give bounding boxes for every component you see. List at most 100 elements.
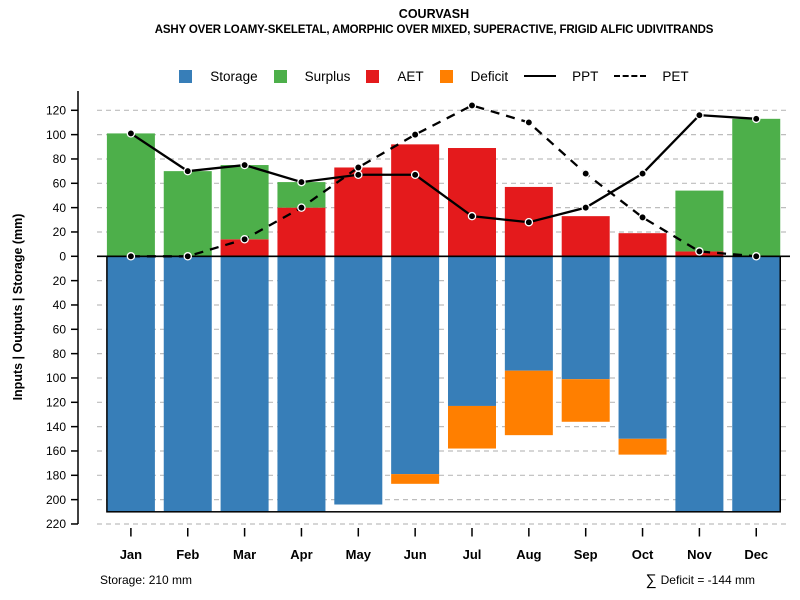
bar-surplus-feb: [163, 171, 212, 257]
y-tick-label: 0: [59, 250, 66, 264]
y-tick-label: 40: [53, 201, 67, 215]
ppt-point-sep: [581, 203, 590, 212]
pet-point-oct: [638, 213, 647, 222]
bar-surplus-mar: [220, 165, 269, 240]
y-tick-label: 220: [46, 517, 66, 531]
y-tick-label: 80: [53, 152, 67, 166]
bar-surplus-nov: [675, 190, 724, 252]
chart-subtitle: ASHY OVER LOAMY-SKELETAL, AMORPHIC OVER …: [154, 24, 714, 36]
bar-storage-jul: [448, 256, 496, 406]
bar-storage-feb: [163, 256, 212, 512]
legend-item-deficit: Deficit: [439, 68, 509, 84]
pet-point-jan: [126, 252, 136, 261]
bar-deficit-jun: [391, 474, 440, 484]
y-tick-label: 80: [53, 347, 67, 361]
legend-item-ppt: PPT: [524, 69, 598, 84]
x-tick-label-mar: Mar: [233, 547, 256, 562]
legend-item-surplus: Surplus: [273, 68, 351, 84]
bar-deficit-aug: [504, 370, 553, 436]
pet-point-may: [354, 163, 363, 172]
bar-storage-mar: [220, 256, 269, 512]
y-tick-label: 60: [53, 323, 67, 337]
x-tick-label-aug: Aug: [516, 547, 541, 562]
bar-storage-apr: [277, 256, 326, 512]
y-tick-label: 120: [46, 396, 66, 410]
x-tick-label-may: May: [346, 547, 372, 562]
bar-deficit-jul: [448, 405, 496, 449]
ppt-point-oct: [638, 169, 647, 178]
bar-storage-may: [334, 256, 383, 505]
legend-label: PET: [662, 68, 689, 84]
x-tick-label-jul: Jul: [463, 547, 482, 562]
y-tick-label: 120: [46, 103, 66, 117]
pet-point-jul: [467, 101, 477, 110]
y-axis: 1201008060402002040608010012014016018020…: [46, 91, 79, 531]
ppt-point-mar: [240, 160, 249, 170]
x-tick-label-apr: Apr: [290, 547, 312, 562]
bar-surplus-apr: [277, 182, 326, 208]
x-axis: Jan Feb Mar Apr May Jun Jul Aug Sep Oct Nov Dec: [120, 528, 768, 562]
legend-label: AET: [397, 68, 424, 84]
y-gridlines: [97, 109, 790, 525]
bar-storage-oct: [618, 256, 667, 439]
bar-surplus-dec: [732, 118, 781, 257]
legend: Storage Surplus AET Deficit PPT PET: [78, 66, 790, 86]
sigma-symbol: ∑: [645, 572, 657, 589]
bar-storage-jun: [391, 256, 440, 475]
ppt-line: [130, 113, 757, 224]
ppt-point-jan: [126, 129, 136, 138]
legend-item-storage: Storage: [179, 69, 258, 84]
bar-aet-sep: [561, 216, 610, 257]
pet-point-jun: [410, 130, 420, 139]
y-tick-label: 100: [46, 128, 66, 142]
pet-markers: [126, 101, 761, 261]
storage-note: Storage: 210 mm: [100, 573, 193, 587]
bar-aet-oct: [618, 233, 667, 257]
ppt-point-dec: [752, 114, 761, 124]
bar-aet-may: [334, 167, 383, 257]
y-tick-label: 140: [46, 420, 66, 434]
bar-deficit-oct: [618, 438, 667, 455]
pet-line: [130, 104, 757, 258]
legend-item-aet: AET: [366, 68, 424, 84]
y-tick-label: 180: [46, 469, 66, 483]
storage-swatch-icon: [179, 69, 193, 83]
y-tick-label: 200: [46, 493, 66, 507]
ppt-point-nov: [695, 110, 704, 120]
bar-aet-jul: [448, 148, 496, 257]
y-tick-label: 60: [53, 176, 67, 190]
y-tick-label: 20: [53, 225, 67, 239]
bar-storage-sep: [561, 256, 610, 380]
legend-label: Deficit: [470, 68, 509, 84]
bar-aet-apr: [277, 207, 326, 257]
bar-storage-jan: [106, 256, 155, 512]
deficit-total-text: Deficit = -144 mm: [660, 573, 755, 587]
y-axis-title: Inputs | Outputs | Storage (mm): [11, 214, 25, 401]
ppt-point-aug: [524, 217, 534, 227]
y-tick-label: 160: [46, 444, 66, 458]
y-tick-label: 40: [53, 298, 67, 312]
x-tick-label-dec: Dec: [744, 547, 768, 562]
pet-line-sample-icon: [614, 75, 647, 77]
pet-point-nov: [695, 247, 704, 256]
surplus-swatch-icon: [273, 69, 287, 83]
ppt-point-feb: [183, 166, 192, 176]
bars: [106, 118, 781, 512]
bar-aet-jun: [391, 144, 440, 257]
bar-storage-dec: [732, 256, 781, 512]
x-tick-label-jun: Jun: [404, 547, 427, 562]
pet-point-dec: [752, 252, 761, 261]
pet-point-feb: [183, 252, 192, 261]
ppt-markers: [126, 110, 761, 227]
pet-point-sep: [581, 169, 590, 178]
y-tick-label: 20: [53, 274, 67, 288]
chart-title: COURVASH: [398, 7, 470, 21]
pet-point-mar: [240, 235, 249, 244]
ppt-point-jun: [410, 170, 420, 180]
bar-deficit-sep: [561, 379, 610, 422]
legend-label: Surplus: [304, 68, 351, 84]
x-tick-label-jan: Jan: [120, 547, 142, 562]
pet-point-aug: [524, 118, 534, 127]
